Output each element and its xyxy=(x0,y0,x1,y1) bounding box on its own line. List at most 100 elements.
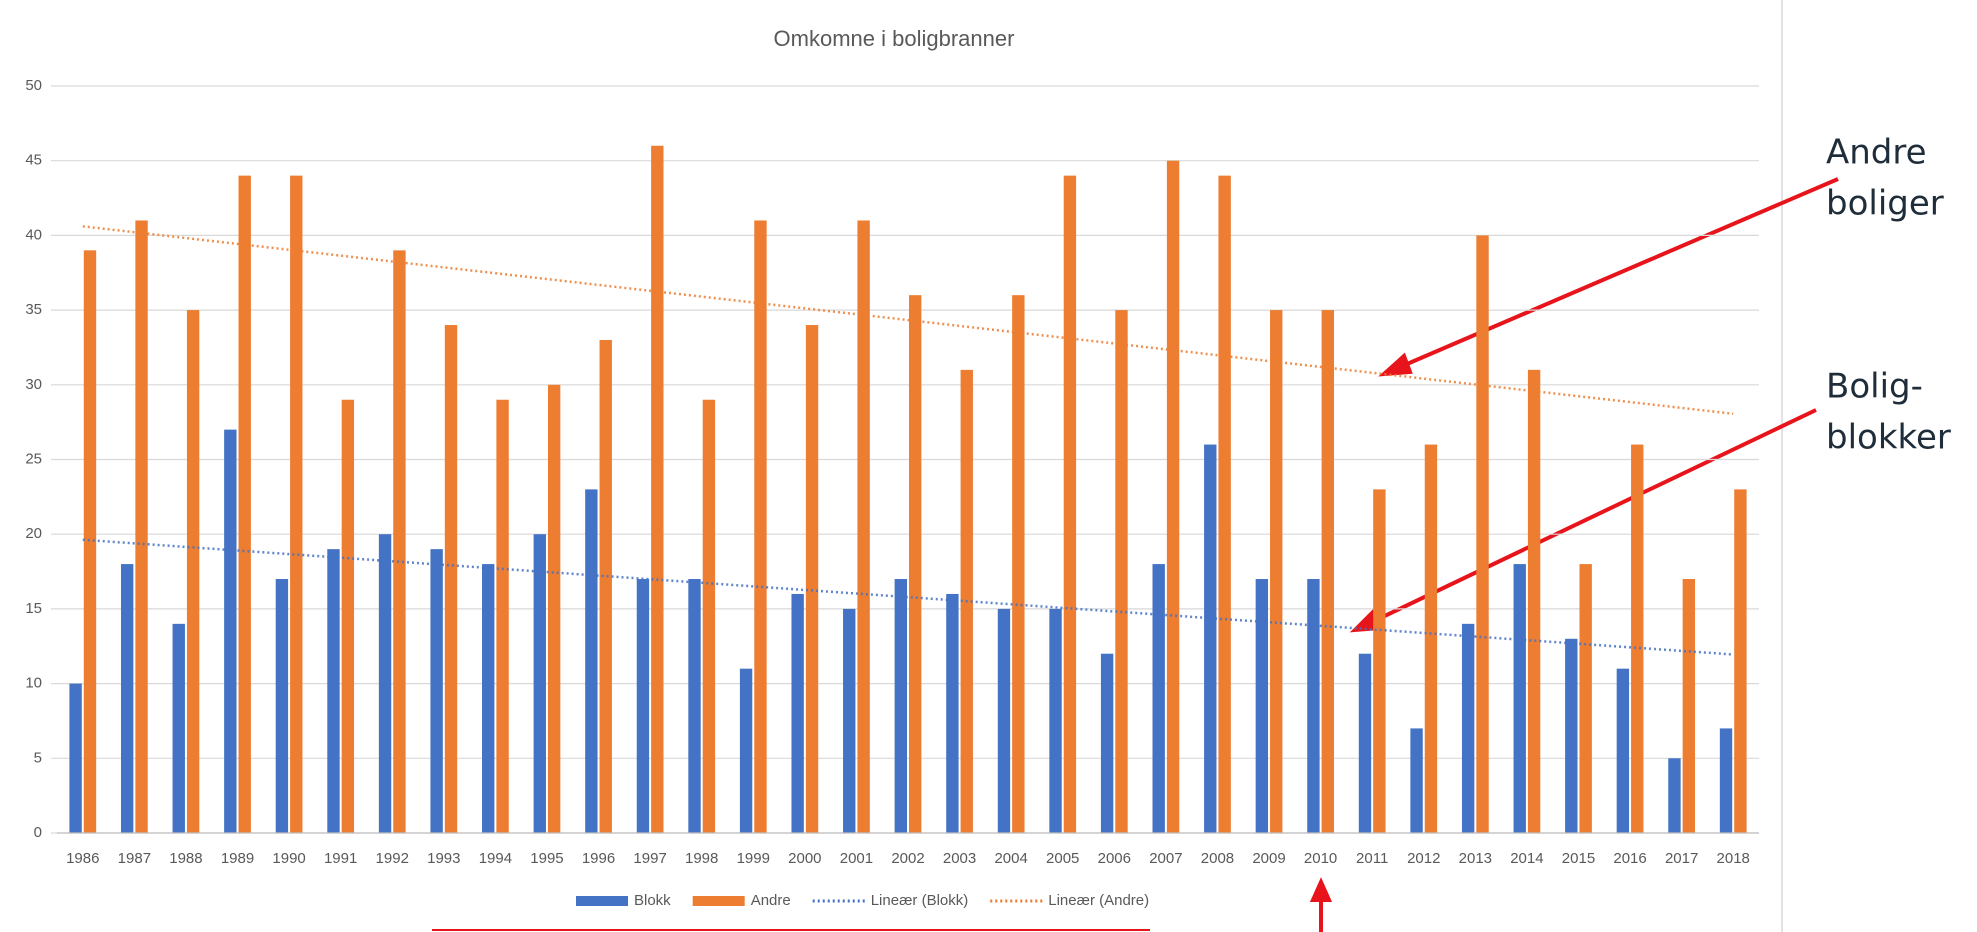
x-tick-label: 2018 xyxy=(1717,850,1750,867)
y-tick-label: 45 xyxy=(25,152,42,169)
x-tick-label: 2007 xyxy=(1149,850,1182,867)
x-tick-label: 2017 xyxy=(1665,850,1698,867)
arrow-head xyxy=(1378,352,1413,377)
bar xyxy=(393,250,406,834)
bar xyxy=(1307,579,1320,833)
bar xyxy=(172,623,185,833)
y-tick-label: 50 xyxy=(25,77,42,94)
legend-label: Lineær (Andre) xyxy=(1048,892,1149,909)
bar xyxy=(1410,728,1423,833)
bar xyxy=(1152,564,1165,833)
bar xyxy=(238,175,251,833)
x-tick-label: 1995 xyxy=(530,850,563,867)
bar xyxy=(1049,608,1062,833)
y-tick-label: 5 xyxy=(34,749,42,766)
bar xyxy=(1424,444,1438,833)
bar xyxy=(1255,579,1269,833)
annotation: Andre xyxy=(1826,133,1927,173)
x-tick-label: 1997 xyxy=(633,850,666,867)
x-tick-label: 2006 xyxy=(1098,850,1131,867)
bar xyxy=(1358,653,1372,833)
bar xyxy=(857,220,870,833)
bar xyxy=(1461,623,1475,833)
bar xyxy=(791,593,804,833)
x-tick-label: 2002 xyxy=(891,850,924,867)
x-tick-label: 1994 xyxy=(479,850,512,867)
y-tick-label: 30 xyxy=(25,376,42,393)
x-tick-label: 1989 xyxy=(221,850,254,867)
bar xyxy=(843,608,856,833)
bar xyxy=(135,220,148,833)
bar xyxy=(1063,175,1077,833)
bar xyxy=(754,220,767,833)
y-tick-label: 10 xyxy=(25,675,42,692)
x-tick-label: 2011 xyxy=(1356,850,1388,867)
bar xyxy=(1565,638,1578,833)
legend-label: Blokk xyxy=(634,892,671,909)
arrow-head xyxy=(1309,877,1333,902)
y-tick-label: 20 xyxy=(25,525,42,542)
bar xyxy=(444,325,458,833)
bar xyxy=(378,534,392,833)
bar xyxy=(341,399,355,833)
x-tick-label: 2003 xyxy=(943,850,976,867)
bar xyxy=(327,549,340,833)
x-tick-label: 2001 xyxy=(840,850,873,867)
y-tick-label: 0 xyxy=(34,824,42,841)
x-tick-label: 2016 xyxy=(1613,850,1646,867)
bar xyxy=(651,145,664,833)
bar xyxy=(1513,564,1526,833)
bar xyxy=(1719,728,1733,833)
x-tick-label: 2012 xyxy=(1407,850,1440,867)
bar xyxy=(1321,310,1334,834)
x-tick-label: 2013 xyxy=(1459,850,1492,867)
legend-swatch xyxy=(692,896,745,906)
bar xyxy=(1527,369,1541,833)
x-tick-label: 2000 xyxy=(788,850,821,867)
bar xyxy=(1616,668,1630,833)
bar xyxy=(186,310,200,834)
bar xyxy=(120,564,134,833)
x-tick-label: 2008 xyxy=(1201,850,1234,867)
legend-label: Andre xyxy=(751,892,791,909)
x-tick-label: 2009 xyxy=(1252,850,1285,867)
arrows xyxy=(432,177,1839,932)
y-tick-label: 35 xyxy=(25,301,42,318)
bar xyxy=(1682,579,1696,833)
x-tick-label: 2010 xyxy=(1304,850,1337,867)
bar xyxy=(69,683,82,833)
x-tick-label: 1998 xyxy=(685,850,718,867)
bar xyxy=(275,579,289,833)
bar xyxy=(1204,444,1217,833)
arrow xyxy=(1399,177,1839,369)
x-tick-label: 1996 xyxy=(582,850,615,867)
y-tick-label: 25 xyxy=(25,450,42,467)
x-tick-label: 2015 xyxy=(1562,850,1595,867)
bar xyxy=(533,534,546,833)
bar xyxy=(547,384,561,833)
trendline xyxy=(82,538,1734,656)
y-tick-label: 40 xyxy=(25,226,42,243)
x-tick-label: 1993 xyxy=(427,850,460,867)
x-tick-label: 1988 xyxy=(169,850,202,867)
bar xyxy=(585,489,598,833)
bar xyxy=(1373,489,1386,833)
x-tick-label: 1986 xyxy=(66,850,99,867)
arrow xyxy=(1369,408,1817,625)
bar xyxy=(599,339,612,833)
annotation: Bolig- xyxy=(1826,367,1923,407)
x-tick-label: 2014 xyxy=(1510,850,1543,867)
y-tick-label: 15 xyxy=(25,600,42,617)
legend-label: Lineær (Blokk) xyxy=(871,892,969,909)
x-tick-label: 1987 xyxy=(118,850,151,867)
bar xyxy=(496,399,509,833)
bar xyxy=(1476,235,1489,833)
bar xyxy=(946,593,959,833)
x-tick-label: 1991 xyxy=(324,850,357,867)
annotation: blokker xyxy=(1826,418,1951,458)
bar xyxy=(1012,295,1025,833)
chart-title: Omkomne i boligbranner xyxy=(774,26,1015,51)
bar xyxy=(1100,653,1114,833)
